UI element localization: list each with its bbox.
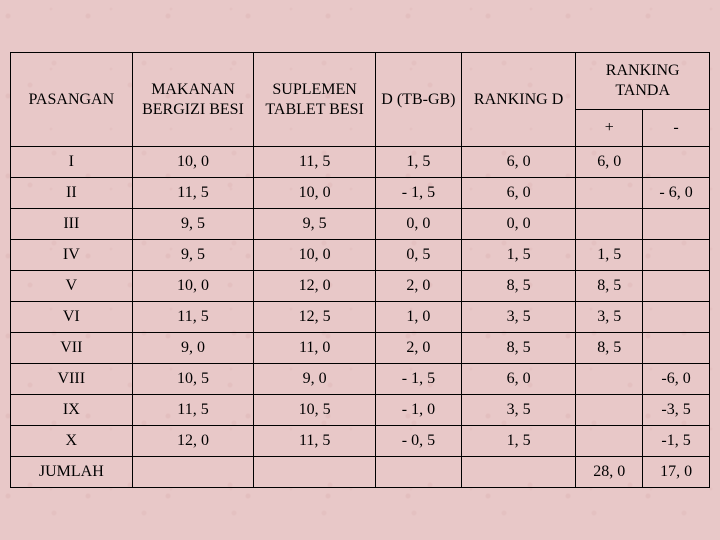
row-label: JUMLAH [11,457,133,488]
cell-ranking-d: 6, 0 [461,364,576,395]
cell-d: - 1, 5 [375,178,461,209]
cell-gb: 12, 0 [132,426,254,457]
table-row: VII9, 011, 02, 08, 58, 5 [11,333,710,364]
cell-gb: 9, 0 [132,333,254,364]
cell-gb: 10, 0 [132,147,254,178]
table-row: IV9, 510, 00, 51, 51, 5 [11,240,710,271]
cell-gb: 11, 5 [132,395,254,426]
col-header-pasangan: PASANGAN [11,53,133,147]
table-row: X12, 011, 5- 0, 51, 5 -1, 5 [11,426,710,457]
cell-gb: 11, 5 [132,302,254,333]
table-row: III9, 59, 50, 00, 0 [11,209,710,240]
cell-ranking-minus [643,147,710,178]
cell-ranking-plus: 28, 0 [576,457,643,488]
cell-d: 0, 0 [375,209,461,240]
table-row: I10, 011, 51, 56, 06, 0 [11,147,710,178]
table-body: I10, 011, 51, 56, 06, 0II11, 510, 0- 1, … [11,147,710,488]
cell-gb: 9, 5 [132,209,254,240]
cell-ranking-d: 0, 0 [461,209,576,240]
cell-ranking-plus [576,209,643,240]
cell-ranking-minus: -1, 5 [643,426,710,457]
cell-ranking-plus: 8, 5 [576,271,643,302]
cell-d: 1, 0 [375,302,461,333]
cell-tb: 12, 5 [254,302,376,333]
table-row: V10, 012, 02, 08, 58, 5 [11,271,710,302]
cell-d: 2, 0 [375,271,461,302]
table-row: VIII10, 59, 0- 1, 56, 0 -6, 0 [11,364,710,395]
cell-tb: 9, 5 [254,209,376,240]
row-label: I [11,147,133,178]
cell-tb: 12, 0 [254,271,376,302]
row-label: V [11,271,133,302]
cell-ranking-d: 1, 5 [461,240,576,271]
cell-ranking-minus: -6, 0 [643,364,710,395]
col-header-gb: MAKANAN BERGIZI BESI [132,53,254,147]
cell-ranking-plus [576,426,643,457]
cell-ranking-minus: - 6, 0 [643,178,710,209]
row-label: VII [11,333,133,364]
cell-tb: 10, 0 [254,240,376,271]
cell-ranking-minus [643,271,710,302]
cell-ranking-minus [643,209,710,240]
cell-ranking-minus [643,333,710,364]
col-header-d: D (TB-GB) [375,53,461,147]
cell-ranking-plus: 3, 5 [576,302,643,333]
cell-ranking-d: 8, 5 [461,333,576,364]
cell-ranking-d: 6, 0 [461,178,576,209]
table-row: IX11, 510, 5- 1, 03, 5 -3, 5 [11,395,710,426]
cell-tb: 11, 0 [254,333,376,364]
cell-tb: 10, 0 [254,178,376,209]
cell-ranking-minus: -3, 5 [643,395,710,426]
cell-ranking-d: 3, 5 [461,395,576,426]
cell-ranking-minus [643,302,710,333]
cell-ranking-d [461,457,576,488]
cell-d: 1, 5 [375,147,461,178]
cell-gb: 9, 5 [132,240,254,271]
cell-ranking-plus [576,395,643,426]
cell-d: - 1, 0 [375,395,461,426]
cell-gb: 10, 5 [132,364,254,395]
cell-ranking-plus: 1, 5 [576,240,643,271]
cell-ranking-plus [576,364,643,395]
cell-d: - 1, 5 [375,364,461,395]
row-label: IX [11,395,133,426]
cell-gb [132,457,254,488]
cell-d: 2, 0 [375,333,461,364]
col-header-ranking-d: RANKING D [461,53,576,147]
row-label: IV [11,240,133,271]
cell-gb: 11, 5 [132,178,254,209]
ranking-table: PASANGAN MAKANAN BERGIZI BESI SUPLEMEN T… [10,52,710,488]
col-header-plus: + [576,110,643,147]
row-label: X [11,426,133,457]
table-row: II11, 510, 0- 1, 56, 0 - 6, 0 [11,178,710,209]
cell-ranking-d: 3, 5 [461,302,576,333]
cell-d [375,457,461,488]
cell-ranking-plus: 8, 5 [576,333,643,364]
cell-ranking-plus [576,178,643,209]
row-label: VIII [11,364,133,395]
table-row: JUMLAH 28, 017, 0 [11,457,710,488]
cell-gb: 10, 0 [132,271,254,302]
cell-ranking-plus: 6, 0 [576,147,643,178]
cell-ranking-minus [643,240,710,271]
cell-d: 0, 5 [375,240,461,271]
table-row: VI11, 512, 51, 03, 53, 5 [11,302,710,333]
cell-tb: 11, 5 [254,426,376,457]
cell-ranking-d: 1, 5 [461,426,576,457]
col-header-tb: SUPLEMEN TABLET BESI [254,53,376,147]
row-label: VI [11,302,133,333]
cell-tb: 9, 0 [254,364,376,395]
cell-ranking-d: 8, 5 [461,271,576,302]
cell-ranking-minus: 17, 0 [643,457,710,488]
row-label: II [11,178,133,209]
cell-tb: 10, 5 [254,395,376,426]
col-header-ranking-tanda: RANKING TANDA [576,53,710,110]
cell-ranking-d: 6, 0 [461,147,576,178]
cell-tb [254,457,376,488]
row-label: III [11,209,133,240]
cell-tb: 11, 5 [254,147,376,178]
header-row-1: PASANGAN MAKANAN BERGIZI BESI SUPLEMEN T… [11,53,710,110]
col-header-minus: - [643,110,710,147]
cell-d: - 0, 5 [375,426,461,457]
